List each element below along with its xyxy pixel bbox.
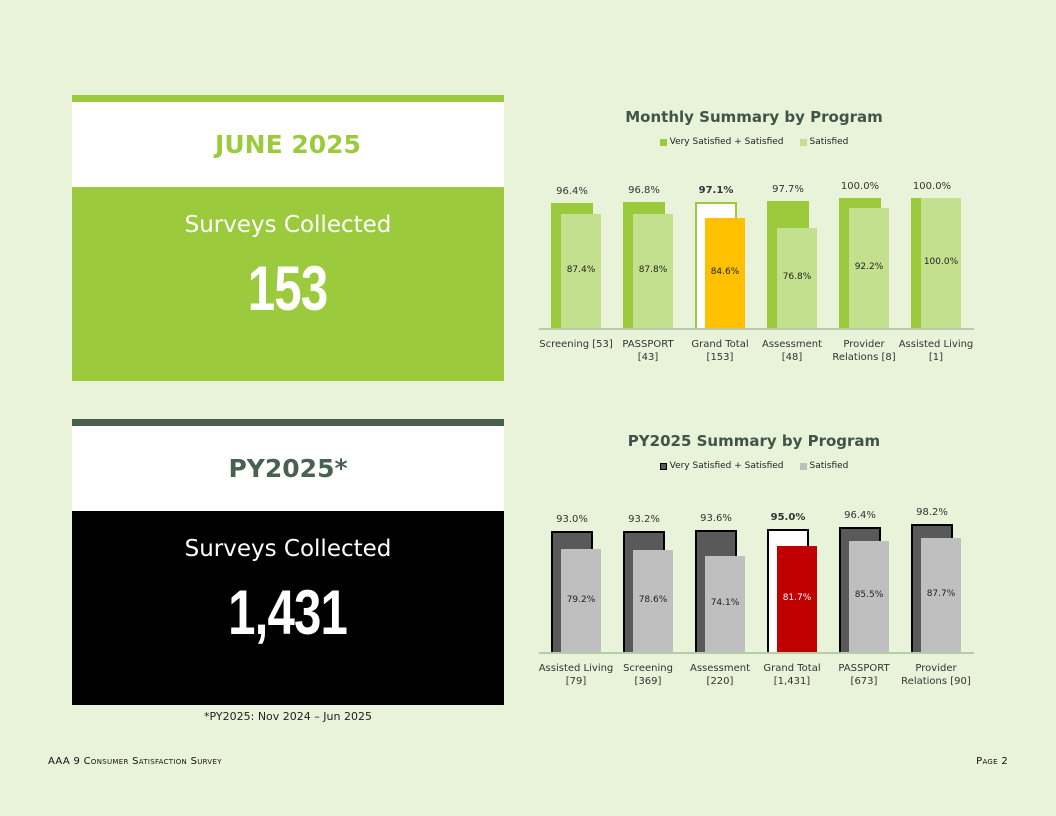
bar-value-label: 93.2%	[628, 513, 660, 525]
month-card-accent-bar	[72, 95, 504, 102]
category-label: Screening [53]	[539, 339, 613, 350]
legend-swatch	[799, 462, 807, 470]
bar-value-label: 96.8%	[628, 185, 660, 197]
bar-satisfied	[777, 228, 817, 328]
bar-satisfied	[705, 555, 745, 652]
py-surveys-count: 1,431	[228, 577, 348, 648]
bar-satisfied	[633, 549, 673, 652]
bar-inner-value-label: 85.5%	[854, 590, 884, 601]
bar-satisfied	[705, 218, 745, 328]
category-label: Screening [369]	[623, 663, 673, 687]
footer-document-title: AAA 9 Consumer Satisfaction Survey	[48, 756, 222, 767]
category-label: Assessment [48]	[762, 339, 822, 363]
py-summary-chart: PY2025 Summary by Program Very Satisfied…	[534, 432, 974, 702]
bar-inner-value-label: 84.6%	[710, 267, 740, 277]
bar-value-label: 98.2%	[916, 507, 948, 519]
bar-inner-value-label: 87.8%	[638, 264, 668, 275]
bar-satisfied	[561, 214, 601, 328]
py-card-accent-bar	[72, 419, 504, 426]
py-card-title: PY2025*	[72, 426, 504, 511]
legend-swatch	[799, 138, 807, 146]
legend-item: Very Satisfied + Satisfied	[659, 461, 784, 471]
category-label: Assisted Living [79]	[538, 663, 614, 687]
bar-value-label: 93.6%	[700, 513, 732, 525]
category-label: PASSPORT [673]	[838, 663, 890, 687]
bar-value-label: 95.0%	[770, 511, 806, 523]
py-footnote: *PY2025: Nov 2024 – Jun 2025	[204, 710, 372, 723]
bar-value-label: 100.0%	[912, 181, 952, 192]
py-card-body: Surveys Collected 1,431	[72, 511, 504, 705]
bar-value-label: 93.0%	[556, 514, 588, 526]
chart-legend: Very Satisfied + Satisfied Satisfied	[534, 137, 974, 147]
py-summary-card: PY2025* Surveys Collected 1,431	[72, 419, 504, 705]
bar-inner-value-label: 100.0%	[923, 257, 959, 267]
chart-legend: Very Satisfied + Satisfied Satisfied	[534, 461, 974, 471]
bar-satisfied	[633, 213, 673, 328]
month-card-title: JUNE 2025	[72, 102, 504, 187]
x-axis-line	[539, 328, 974, 330]
bar-value-label: 97.7%	[772, 183, 804, 195]
bar-value-label: 97.1%	[698, 184, 734, 196]
bar-inner-value-label: 79.2%	[566, 594, 596, 605]
footer-page-number: Page 2	[976, 756, 1008, 767]
bar-satisfied	[921, 537, 961, 652]
bar-inner-value-label: 78.6%	[638, 594, 668, 605]
chart-title: PY2025 Summary by Program	[627, 432, 881, 450]
legend-item: Satisfied	[799, 461, 849, 471]
month-surveys-count: 153	[248, 253, 328, 324]
py-surveys-label: Surveys Collected	[184, 536, 392, 562]
category-label: Assisted Living [1]	[898, 339, 974, 363]
legend-swatch	[659, 462, 667, 470]
monthly-summary-chart: Monthly Summary by Program Very Satisfie…	[534, 108, 974, 378]
bar-inner-value-label: 81.7%	[782, 592, 812, 603]
x-axis-line	[539, 652, 974, 654]
month-surveys-label: Surveys Collected	[184, 212, 392, 238]
bar-value-label: 96.4%	[556, 185, 588, 197]
category-label: Assessment [220]	[690, 663, 750, 687]
legend-item: Satisfied	[799, 137, 849, 147]
chart-title: Monthly Summary by Program	[625, 108, 883, 126]
legend-label: Very Satisfied + Satisfied	[669, 137, 784, 147]
bar-inner-value-label: 92.2%	[854, 262, 884, 273]
legend-label: Satisfied	[809, 461, 849, 471]
month-card-body: Surveys Collected 153	[72, 187, 504, 381]
bar-satisfied	[561, 549, 601, 652]
legend-item: Very Satisfied + Satisfied	[659, 137, 784, 147]
category-label: Provider Relations [90]	[901, 663, 971, 687]
category-label: PASSPORT [43]	[622, 339, 674, 363]
month-summary-card: JUNE 2025 Surveys Collected 153	[72, 95, 504, 381]
category-label: Provider Relations [8]	[832, 339, 896, 363]
legend-swatch	[659, 138, 667, 146]
legend-label: Satisfied	[809, 137, 849, 147]
category-label: Grand Total [1,431]	[763, 663, 821, 687]
bar-inner-value-label: 87.4%	[566, 265, 596, 276]
category-label: Grand Total [153]	[691, 339, 749, 363]
bar-inner-value-label: 87.7%	[926, 588, 956, 599]
bar-satisfied	[849, 540, 889, 652]
bar-value-label: 100.0%	[840, 181, 880, 192]
bar-satisfied	[777, 545, 817, 652]
bar-inner-value-label: 74.1%	[710, 597, 740, 608]
bar-inner-value-label: 76.8%	[782, 272, 812, 283]
bar-value-label: 96.4%	[844, 509, 876, 521]
bar-satisfied	[849, 208, 889, 328]
legend-label: Very Satisfied + Satisfied	[669, 461, 784, 471]
bar-satisfied	[921, 198, 961, 328]
